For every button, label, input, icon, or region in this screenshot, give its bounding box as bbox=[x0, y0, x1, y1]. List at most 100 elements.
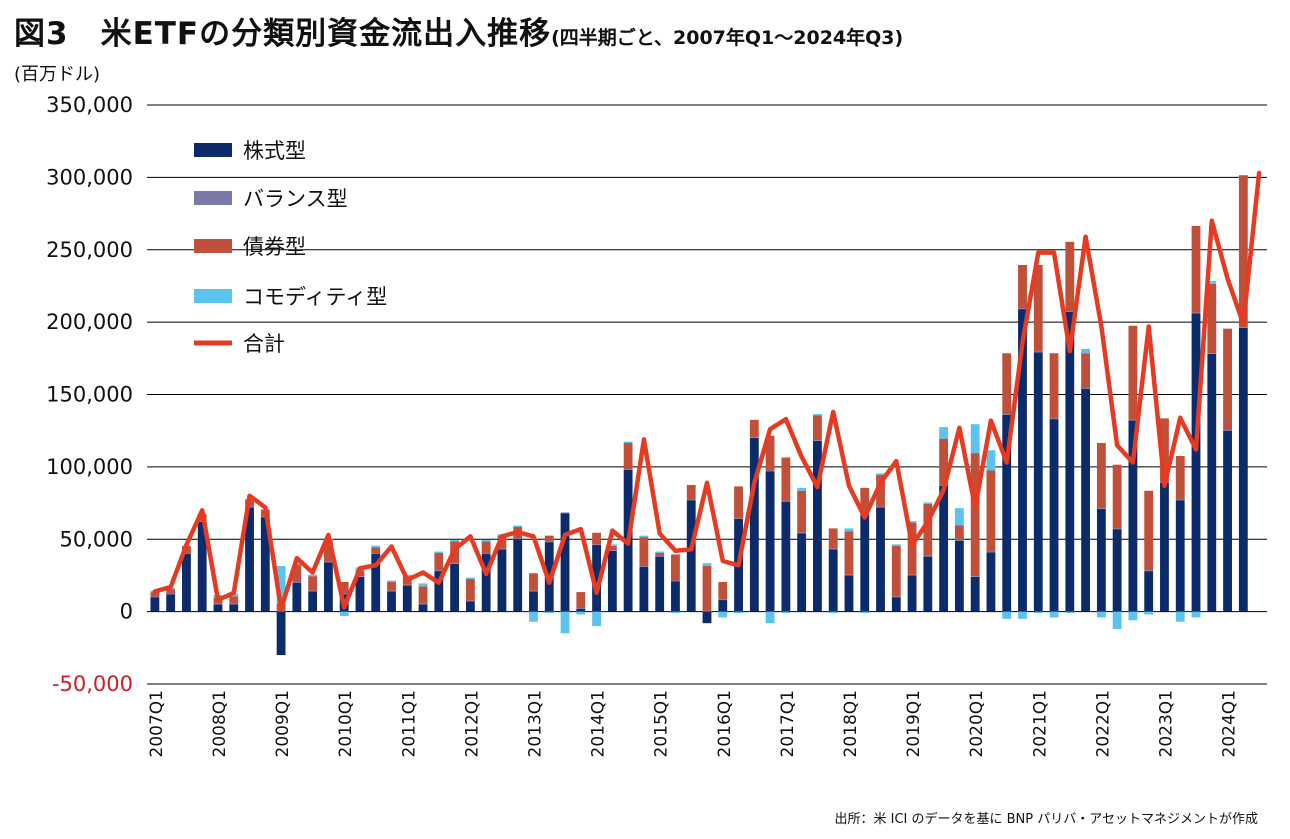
x-tick-label: 2023Q1 bbox=[1156, 690, 1176, 757]
bar-segment bbox=[891, 597, 901, 612]
bar-segment bbox=[686, 484, 696, 500]
bar-segment bbox=[1049, 611, 1059, 618]
bar-segment bbox=[1081, 353, 1091, 388]
bar-segment bbox=[844, 531, 854, 575]
bar-segment bbox=[544, 535, 554, 542]
bar-segment bbox=[765, 435, 775, 471]
y-tick-label: 100,000 bbox=[46, 455, 133, 479]
bar-segment bbox=[954, 540, 964, 612]
bar-segment bbox=[939, 427, 949, 439]
bar-segment bbox=[560, 611, 570, 634]
bar-segment bbox=[1223, 430, 1232, 612]
bar-segment bbox=[465, 579, 475, 601]
bar-segment bbox=[1065, 311, 1075, 612]
bar-segment bbox=[418, 586, 428, 604]
bar-segment bbox=[781, 501, 791, 612]
bar-segment bbox=[371, 545, 381, 548]
x-tick-label: 2017Q1 bbox=[778, 690, 798, 757]
bar-segment bbox=[828, 611, 838, 614]
bar-segment bbox=[1238, 175, 1248, 328]
legend-swatch bbox=[194, 239, 232, 253]
bar-segment bbox=[418, 603, 428, 605]
source-note: 出所：米 ICI のデータを基に BNP パリバ・アセットマネジメントが作成 bbox=[834, 812, 1259, 827]
bar-segment bbox=[970, 424, 980, 454]
bar-segment bbox=[671, 580, 680, 582]
bar-segment bbox=[734, 518, 743, 519]
bar-segment bbox=[1207, 283, 1217, 354]
bar-segment bbox=[702, 611, 712, 624]
bar-segment bbox=[292, 582, 302, 612]
bar-segment bbox=[1033, 351, 1043, 353]
bar-segment bbox=[544, 611, 554, 614]
legend-label: 株式型 bbox=[243, 139, 306, 163]
bar-segment bbox=[1160, 418, 1169, 483]
bar-segment bbox=[923, 556, 933, 612]
bar-segment bbox=[1175, 611, 1185, 622]
bar-segment bbox=[1018, 309, 1027, 612]
bar-segment bbox=[1065, 311, 1075, 312]
bar-segment bbox=[592, 532, 601, 545]
bar-segment bbox=[1223, 429, 1232, 431]
bar-segment bbox=[970, 576, 980, 612]
bar-segment bbox=[954, 539, 964, 541]
bar-segment bbox=[529, 590, 538, 592]
bar-segment bbox=[497, 548, 507, 550]
legend-label: コモディティ型 bbox=[243, 285, 387, 309]
bar-segment bbox=[560, 512, 570, 514]
bar-segment bbox=[765, 471, 775, 612]
bar-segment bbox=[954, 525, 964, 540]
bar-segment bbox=[671, 611, 680, 614]
bar-segment bbox=[150, 596, 160, 598]
bar-segment bbox=[339, 581, 349, 594]
bar-segment bbox=[718, 611, 728, 618]
bar-segment bbox=[1238, 327, 1248, 612]
bar-segment bbox=[1175, 500, 1185, 612]
bar-segment bbox=[308, 591, 318, 612]
bar-segment bbox=[749, 437, 759, 612]
bar-segment bbox=[481, 541, 491, 554]
bar-segment bbox=[1002, 611, 1012, 619]
bar-segment bbox=[229, 596, 239, 604]
bar-segment bbox=[1207, 280, 1217, 284]
bar-segment bbox=[245, 507, 254, 612]
bar-segment bbox=[876, 507, 885, 612]
bar-segment bbox=[734, 486, 743, 519]
bar-segment bbox=[1175, 456, 1185, 500]
x-tick-label: 2014Q1 bbox=[589, 690, 609, 757]
bar-segment bbox=[308, 576, 318, 591]
bar-segment bbox=[797, 487, 807, 491]
bar-segment bbox=[1049, 418, 1059, 420]
y-tick-label: 350,000 bbox=[46, 93, 133, 117]
bar-segment bbox=[323, 539, 333, 562]
bar-segment bbox=[844, 574, 854, 576]
bar-segment bbox=[387, 581, 396, 591]
bar-segment bbox=[1002, 414, 1012, 612]
bar-segment bbox=[671, 554, 680, 581]
bar-segment bbox=[607, 544, 617, 546]
x-tick-label: 2011Q1 bbox=[399, 690, 419, 757]
bar-segment bbox=[813, 415, 822, 441]
bar-segment bbox=[592, 545, 601, 612]
bar-segment bbox=[308, 590, 318, 592]
bar-segment bbox=[1112, 529, 1122, 612]
bar-segment bbox=[434, 551, 444, 554]
total-line bbox=[152, 170, 1262, 611]
bar-segment bbox=[718, 600, 728, 612]
bar-segment bbox=[844, 528, 854, 532]
bar-segment bbox=[513, 539, 523, 612]
bar-segment bbox=[939, 438, 949, 485]
bar-segment bbox=[292, 564, 302, 582]
bar-segment bbox=[402, 585, 412, 612]
bar-segment bbox=[481, 539, 491, 542]
bar-segment bbox=[734, 611, 743, 614]
bar-segment bbox=[465, 601, 475, 612]
bar-segment bbox=[655, 555, 665, 557]
bar-segment bbox=[1112, 528, 1122, 530]
bar-segment bbox=[434, 570, 444, 572]
x-tick-label: 2010Q1 bbox=[336, 690, 356, 757]
bar-segment bbox=[718, 581, 728, 600]
bar-segment bbox=[876, 474, 885, 507]
bar-segment bbox=[576, 608, 586, 609]
bar-segment bbox=[544, 541, 554, 543]
bar-segment bbox=[1207, 353, 1217, 354]
